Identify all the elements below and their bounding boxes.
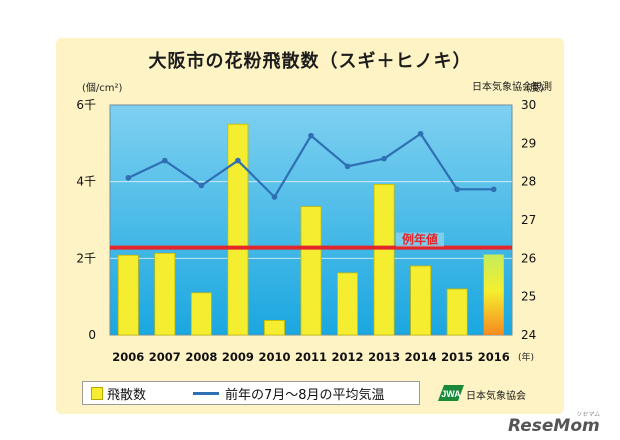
watermark-logo: ReseMom リセマム [508,411,600,436]
left-axis-unit: (個/cm²) [82,83,123,94]
right-tick-label: 25 [521,290,536,304]
legend-label-bars: 飛散数 [107,388,147,403]
right-axis-unit: (度) [526,83,544,94]
temperature-point-2013 [381,155,387,162]
temperature-point-2012 [344,163,351,170]
legend-label-line: 前年の7月～8月の平均気温 [225,388,385,403]
bar-2007 [154,252,176,336]
bar-2013 [373,183,395,336]
temperature-point-2006 [125,175,132,181]
temperature-point-2009 [235,157,241,164]
x-tick-label: 2013 [368,350,400,364]
legend-swatch-line [193,392,219,395]
bar-2008 [190,292,212,336]
logo-text: JWA [441,389,461,399]
x-tick-label: 2015 [441,350,473,364]
bar-2011 [300,206,322,336]
watermark-text: ReseMom [508,416,600,436]
reference-label: 例年値 [402,232,438,247]
x-tick-label: 2016 [478,350,510,364]
x-tick-label: 2010 [258,350,290,364]
right-tick-label: 29 [521,136,536,150]
x-tick-label: 2012 [332,350,364,364]
temperature-point-2008 [198,182,205,189]
left-tick-label: 2千 [76,251,96,265]
x-tick-label: 2008 [185,350,217,364]
legend-swatch-bars [91,387,103,400]
x-tick-label: 2014 [405,350,437,364]
bar-2006 [117,254,139,336]
right-tick-label: 30 [521,98,536,112]
chart-title: 大阪市の花粉飛散数（スギ＋ヒノキ） [148,51,472,72]
x-tick-label: 2011 [295,350,327,364]
right-tick-label: 28 [521,175,536,189]
bar-2015 [446,288,468,336]
jwa-logo-icon: JWA [438,385,464,401]
reference-label-bg [396,232,444,247]
left-tick-label: 6千 [76,98,96,112]
legend: 飛散数 前年の7月～8月の平均気温 [82,381,420,405]
x-axis-unit: (年) [518,351,534,363]
right-tick-label: 26 [521,251,536,265]
x-tick-label: 2006 [112,350,144,364]
bar-2009 [227,123,249,336]
temperature-point-2016 [490,186,497,193]
left-tick-label: 0 [88,328,96,342]
right-tick-label: 27 [521,213,536,227]
footer-org: 日本気象協会 [466,391,526,402]
source-note: 日本気象協会観測 [472,82,552,93]
watermark-small: リセマム [575,411,600,418]
temperature-point-2010 [271,194,278,200]
bar-2010 [264,320,285,336]
temperature-point-2015 [454,186,460,193]
bar-2014 [410,265,432,336]
bar-forecast-2016 [483,254,504,335]
right-tick-label: 24 [521,328,536,342]
bar-2012 [337,272,358,336]
temperature-point-2007 [162,157,168,164]
temperature-point-2011 [308,132,314,139]
left-tick-label: 4千 [76,175,96,189]
x-tick-label: 2009 [222,350,254,364]
x-tick-label: 2007 [149,350,181,364]
temperature-point-2014 [417,130,424,137]
